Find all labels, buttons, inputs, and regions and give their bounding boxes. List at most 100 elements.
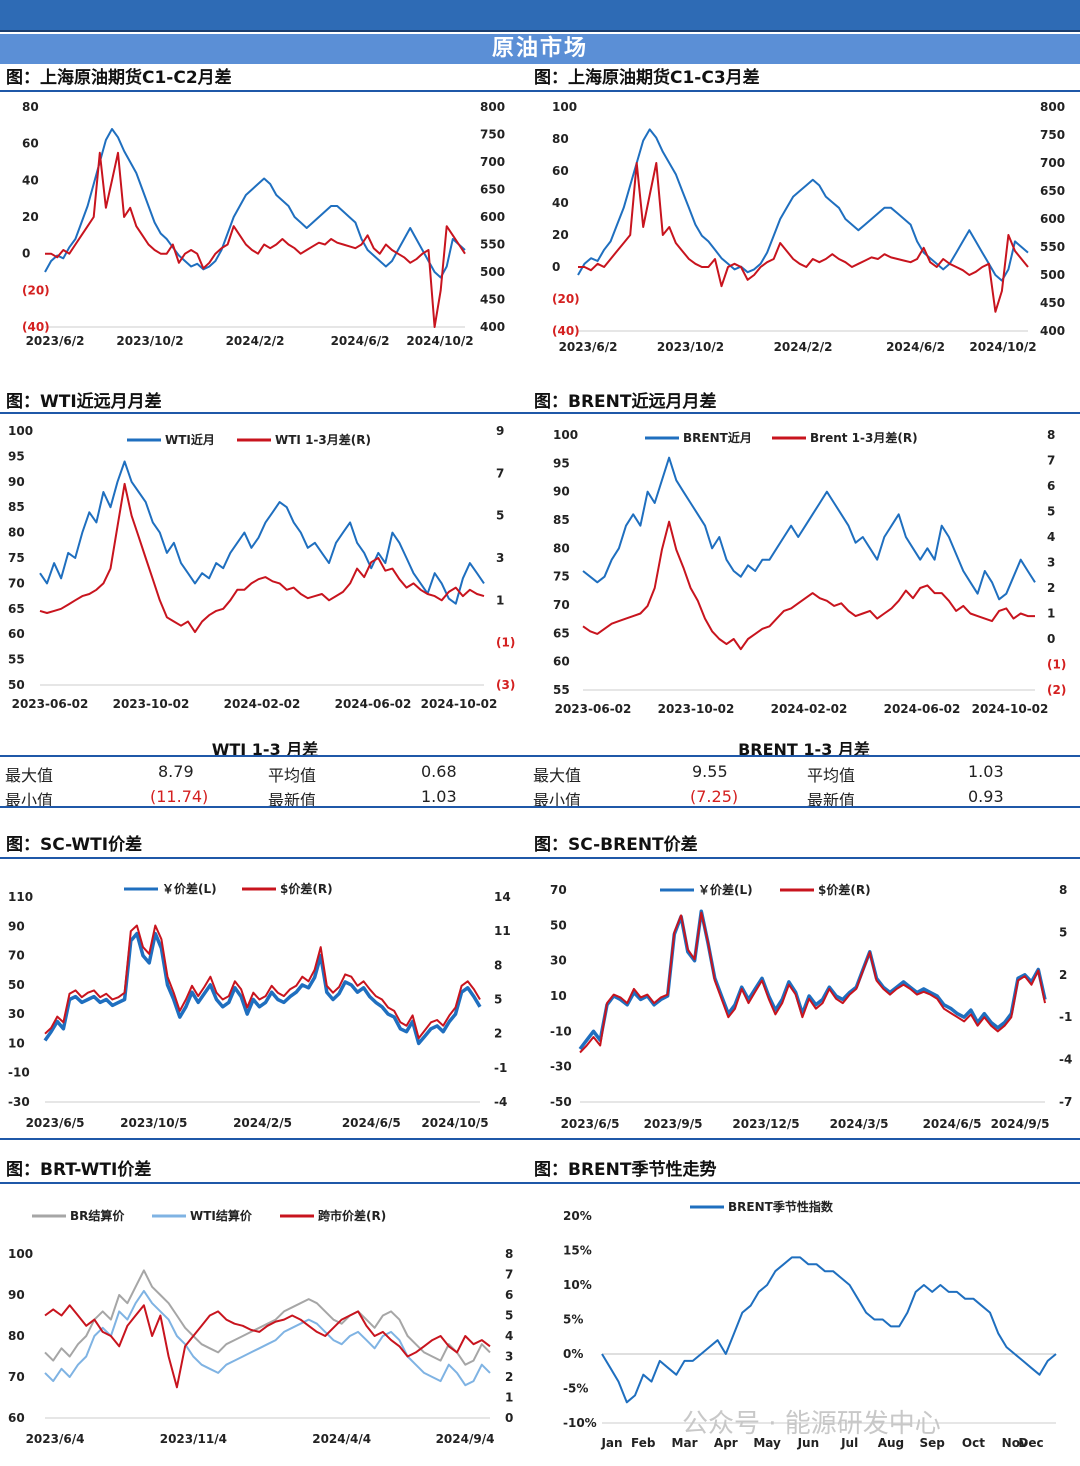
y-left-tick-label: -30 [8,1095,30,1109]
series-line [578,909,1047,1051]
y-right-tick-label: 1 [1047,607,1055,621]
x-tick-label: 2024-02-02 [224,697,301,711]
x-tick-label: 2024/6/5 [923,1117,982,1131]
x-tick-label: 2024/6/2 [331,334,390,348]
x-tick-label: 2023/10/2 [657,340,724,354]
y-right-tick-label: 450 [1040,296,1065,310]
y-right-tick-label: 800 [1040,100,1065,114]
stat-label: 最大值 [533,766,582,785]
y-left-tick-label: 70 [8,1370,25,1384]
y-right-tick-label: 2 [494,1027,502,1041]
y-left-tick-label: 90 [8,1288,25,1302]
x-tick-label: 2023/6/5 [561,1117,620,1131]
y-right-tick-label: 5 [1059,925,1067,939]
y-right-tick-label: (1) [496,636,515,650]
x-tick-label: 2023/6/4 [26,1432,85,1446]
chart-c8: 20% 15% 10% 5% 0% -5% -10%Jan Feb Mar Apr May Jun Ju… [563,1199,1057,1450]
series-line [578,162,1029,313]
y-left-tick-label: 40 [552,196,569,210]
x-tick-label: 2023-06-02 [12,697,89,711]
x-tick-label: 2024-10-02 [972,702,1049,716]
watermark-text: 公众号 · 能源研发中心 [682,1409,941,1439]
stat-label: 最新值 [268,791,317,810]
stats-table: 最大值 8.79 平均值 0.68 最小值 (11.74) 最新值 1.03 最… [0,760,1080,810]
y-left-tick-label: 65 [553,626,570,640]
legend-label: 跨市价差(R) [318,1208,386,1223]
y-right-tick-label: 600 [480,210,505,224]
y-left-tick-label: -30 [550,1060,572,1074]
legend-label: WTI近月 [165,432,215,447]
y-right-tick-label: 600 [1040,212,1065,226]
x-tick-label: 2024/6/5 [342,1116,401,1130]
y-left-tick-label: -10 [550,1024,572,1038]
x-tick-label: Mar [672,1436,698,1450]
y-right-tick-label: (1) [1047,658,1066,672]
series-line [44,924,481,1040]
stat-value: 1.03 [968,762,1004,781]
series-line [45,151,466,328]
y-right-tick-label: -1 [1059,1010,1072,1024]
divider [0,755,1080,757]
x-tick-label: 2024/10/2 [969,340,1036,354]
legend-label: Brent 1-3月差(R) [810,430,918,445]
series-line [44,128,466,279]
y-left-tick-label: 75 [8,551,25,565]
stat-label: 平均值 [807,766,856,785]
x-tick-label: 2023/6/2 [26,334,85,348]
y-left-tick-label: 90 [8,919,25,933]
y-right-tick-label: 500 [1040,268,1065,282]
y-left-tick-label: 100 [8,424,33,438]
y-left-tick-label: 95 [553,456,570,470]
series-line [579,911,1046,1054]
stat-value: (7.25) [690,787,739,806]
y-right-tick-label: 2 [1047,581,1055,595]
plot-area [578,909,1047,1103]
y-left-tick-label: 70 [8,576,25,590]
y-left-tick-label: 60 [8,627,25,641]
y-right-tick-label: (3) [496,678,515,692]
y-right-tick-label: (2) [1047,683,1066,697]
y-right-tick-label: 550 [1040,240,1065,254]
chart-c7: 100 90 80 70 60 8 7 6 5 4 3 2 1 0 2023/6/4 2023/11/4 202… [8,1208,513,1446]
y-right-tick-label: 650 [480,183,505,197]
x-tick-label: 2023-06-02 [555,702,632,716]
y-left-tick-label: 80 [553,541,570,555]
series-line [44,1304,491,1389]
y-right-tick-label: 3 [505,1350,513,1364]
y-right-tick-label: 2 [505,1370,513,1384]
top-bar [0,0,1080,32]
y-left-tick-label: (20) [22,283,50,297]
legend-label: WTI结算价 [190,1208,253,1223]
x-tick-label: 2023-10-02 [113,697,190,711]
y-left-tick-label: 70 [553,598,570,612]
x-tick-label: Apr [714,1436,738,1450]
series-line [577,128,1029,282]
y-left-tick-label: -50 [550,1095,572,1109]
y-left-tick-label: 95 [8,449,25,463]
y-right-tick-label: -4 [494,1095,507,1109]
x-tick-label: Jun [797,1436,820,1450]
legend-label: BRENT季节性指数 [728,1199,834,1214]
y-right-tick-label: 5 [496,509,504,523]
y-right-tick-label: 400 [480,320,505,334]
chart-c5: 110 90 70 50 30 10 -10 -30 14 11 8 5 2 -1 -4 2023/6/5 20… [8,881,511,1130]
plot-area [44,1269,491,1419]
y-left-tick-label: 60 [553,655,570,669]
x-tick-label: Nov [1002,1436,1028,1450]
x-tick-label: 2024/6/2 [886,340,945,354]
y-left-tick-label: 10% [563,1278,592,1292]
chart-title-c2: 图：上海原油期货C1-C3月差 [534,68,760,88]
chart-title-c5: 图：SC-WTI价差 [6,835,143,855]
y-left-tick-label: 100 [553,428,578,442]
y-left-tick-label: 60 [22,137,39,151]
x-tick-label: 2024/2/2 [774,340,833,354]
y-left-tick-label: 70 [8,949,25,963]
y-right-tick-label: 750 [480,128,505,142]
chart-title-c8: 图：BRENT季节性走势 [534,1160,717,1180]
x-tick-label: Aug [878,1436,904,1450]
y-right-tick-label: 8 [1047,428,1055,442]
series-line [43,931,482,1046]
y-right-tick-label: 5 [505,1309,513,1323]
y-right-tick-label: 0 [1047,632,1055,646]
chart-title-c3: 图：WTI近远月月差 [6,392,162,412]
